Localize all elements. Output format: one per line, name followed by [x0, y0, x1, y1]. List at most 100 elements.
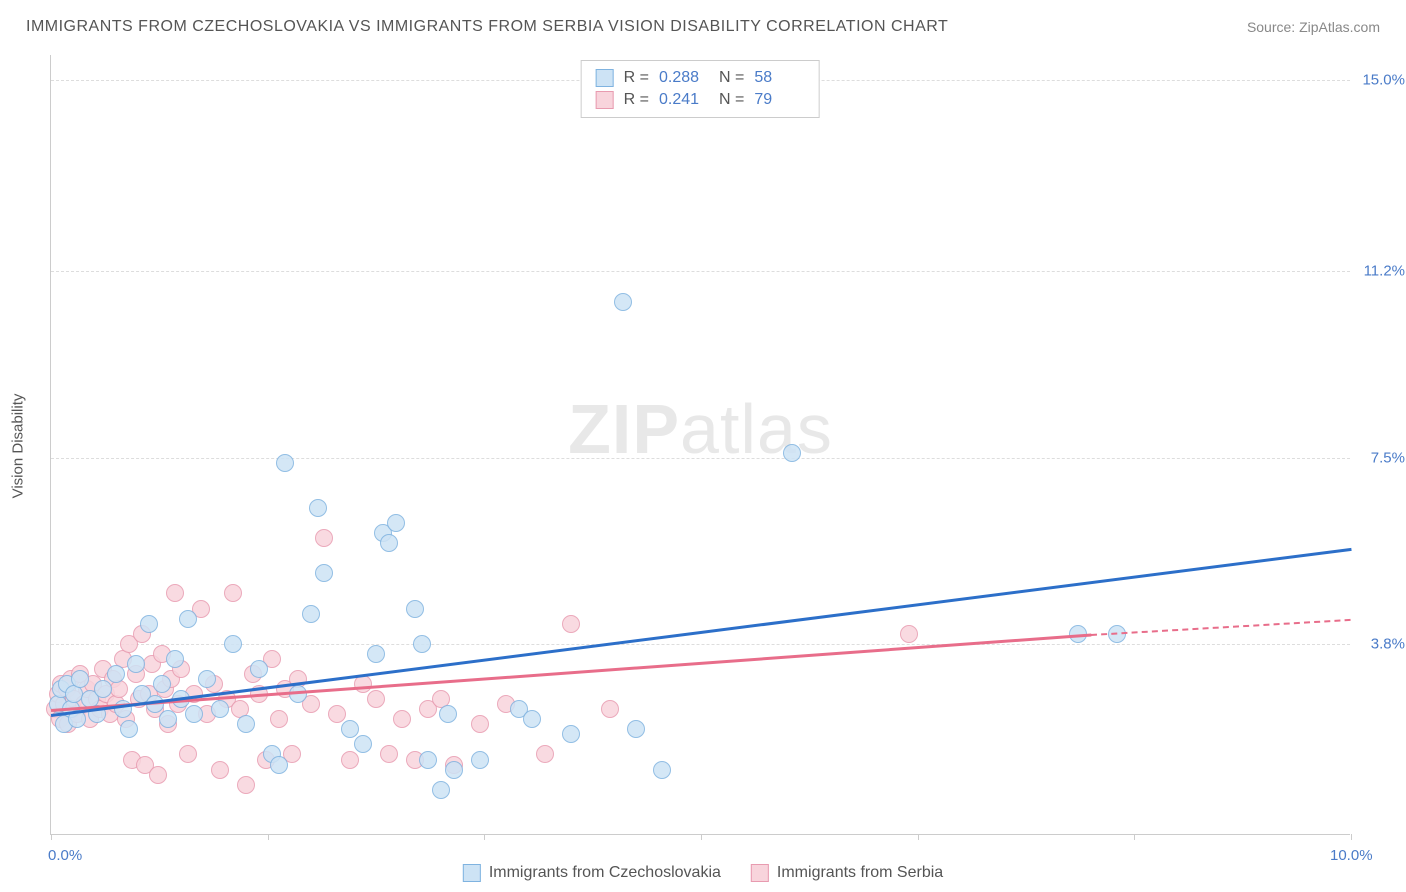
scatter-point-czech [224, 635, 242, 653]
scatter-point-serbia [601, 700, 619, 718]
scatter-point-czech [413, 635, 431, 653]
scatter-point-czech [387, 514, 405, 532]
scatter-point-czech [270, 756, 288, 774]
scatter-point-czech [562, 725, 580, 743]
n-label: N = [719, 69, 744, 87]
y-tick-label: 3.8% [1371, 635, 1405, 652]
scatter-point-serbia [315, 529, 333, 547]
r-label: R = [624, 91, 649, 109]
stats-row-czech: R = 0.288 N = 58 [596, 67, 805, 89]
scatter-point-czech [439, 705, 457, 723]
scatter-point-czech [237, 715, 255, 733]
legend-item-czech: Immigrants from Czechoslovakia [463, 864, 721, 882]
scatter-point-serbia [536, 745, 554, 763]
swatch-serbia [751, 864, 769, 882]
scatter-point-czech [315, 564, 333, 582]
scatter-point-czech [127, 655, 145, 673]
scatter-point-czech [445, 761, 463, 779]
scatter-point-serbia [900, 625, 918, 643]
scatter-point-czech [94, 680, 112, 698]
scatter-point-czech [153, 675, 171, 693]
scatter-point-czech [783, 444, 801, 462]
chart-title: IMMIGRANTS FROM CZECHOSLOVAKIA VS IMMIGR… [26, 18, 948, 36]
n-value-serbia: 79 [754, 91, 804, 109]
scatter-point-czech [71, 670, 89, 688]
scatter-point-serbia [149, 766, 167, 784]
scatter-point-czech [302, 605, 320, 623]
scatter-point-serbia [562, 615, 580, 633]
x-tick [701, 834, 702, 840]
scatter-point-serbia [393, 710, 411, 728]
plot-region: ZIPatlas 3.8%7.5%11.2%15.0% [50, 55, 1350, 835]
r-value-czech: 0.288 [659, 69, 709, 87]
scatter-point-serbia [354, 675, 372, 693]
y-tick-label: 15.0% [1362, 72, 1405, 89]
scatter-point-czech [211, 700, 229, 718]
x-tick [1351, 834, 1352, 840]
legend-label-serbia: Immigrants from Serbia [777, 864, 943, 882]
scatter-point-czech [432, 781, 450, 799]
trend-line-czech [51, 548, 1351, 717]
scatter-point-serbia [341, 751, 359, 769]
y-tick-label: 7.5% [1371, 449, 1405, 466]
scatter-point-serbia [179, 745, 197, 763]
x-tick [484, 834, 485, 840]
scatter-point-czech [309, 499, 327, 517]
scatter-point-czech [627, 720, 645, 738]
legend-label-czech: Immigrants from Czechoslovakia [489, 864, 721, 882]
r-label: R = [624, 69, 649, 87]
scatter-point-czech [185, 705, 203, 723]
stats-box: R = 0.288 N = 58 R = 0.241 N = 79 [581, 60, 820, 118]
scatter-point-serbia [110, 680, 128, 698]
scatter-point-czech [419, 751, 437, 769]
gridline [51, 644, 1350, 645]
scatter-point-serbia [471, 715, 489, 733]
swatch-czech [596, 69, 614, 87]
x-tick [51, 834, 52, 840]
scatter-point-serbia [237, 776, 255, 794]
scatter-point-czech [250, 660, 268, 678]
gridline [51, 271, 1350, 272]
scatter-point-czech [471, 751, 489, 769]
swatch-czech [463, 864, 481, 882]
scatter-point-czech [341, 720, 359, 738]
scatter-point-serbia [380, 745, 398, 763]
r-value-serbia: 0.241 [659, 91, 709, 109]
scatter-point-czech [523, 710, 541, 728]
scatter-point-czech [276, 454, 294, 472]
x-axis-right-label: 10.0% [1330, 847, 1373, 864]
scatter-point-czech [367, 645, 385, 663]
scatter-point-czech [120, 720, 138, 738]
n-label: N = [719, 91, 744, 109]
x-tick [1134, 834, 1135, 840]
n-value-czech: 58 [754, 69, 804, 87]
swatch-serbia [596, 91, 614, 109]
trend-line-serbia-dash [1091, 619, 1351, 636]
scatter-point-czech [159, 710, 177, 728]
scatter-point-serbia [211, 761, 229, 779]
chart-area: ZIPatlas 3.8%7.5%11.2%15.0% R = 0.288 N … [50, 55, 1350, 835]
scatter-point-czech [140, 615, 158, 633]
scatter-point-czech [289, 685, 307, 703]
legend-item-serbia: Immigrants from Serbia [751, 864, 943, 882]
scatter-point-serbia [328, 705, 346, 723]
scatter-point-czech [614, 293, 632, 311]
scatter-point-czech [406, 600, 424, 618]
scatter-point-czech [354, 735, 372, 753]
y-tick-label: 11.2% [1364, 263, 1405, 280]
legend: Immigrants from Czechoslovakia Immigrant… [463, 864, 943, 882]
scatter-point-czech [107, 665, 125, 683]
scatter-point-serbia [224, 584, 242, 602]
scatter-point-serbia [270, 710, 288, 728]
scatter-point-czech [380, 534, 398, 552]
scatter-point-czech [198, 670, 216, 688]
x-tick [268, 834, 269, 840]
gridline [51, 458, 1350, 459]
y-axis-label: Vision Disability [10, 394, 27, 499]
x-axis-left-label: 0.0% [48, 847, 82, 864]
scatter-point-czech [179, 610, 197, 628]
scatter-point-czech [653, 761, 671, 779]
scatter-point-serbia [367, 690, 385, 708]
scatter-point-czech [166, 650, 184, 668]
stats-row-serbia: R = 0.241 N = 79 [596, 89, 805, 111]
